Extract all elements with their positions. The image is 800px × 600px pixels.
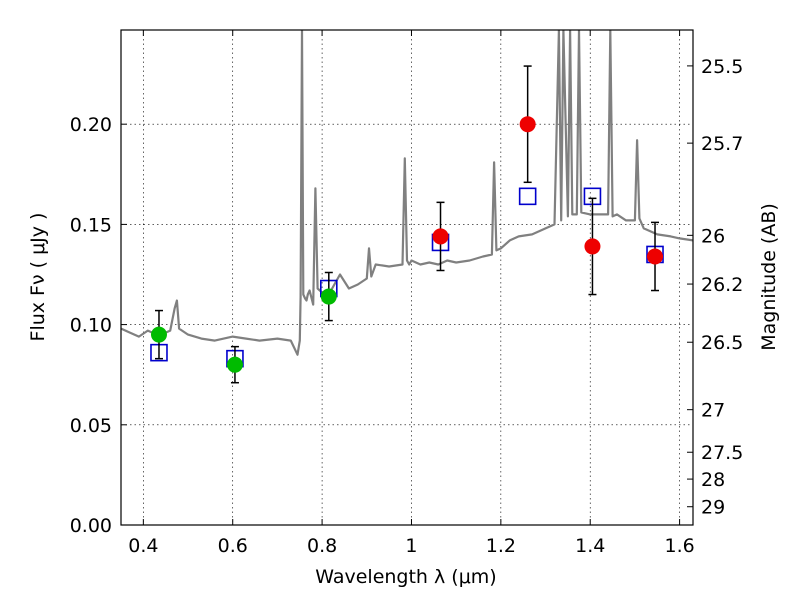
y-tick-label: 0.00 — [70, 515, 112, 537]
x-axis-label: Wavelength λ (μm) — [315, 566, 496, 588]
right-tick-label: 26 — [701, 225, 725, 247]
data-point — [150, 326, 167, 343]
data-point — [584, 238, 601, 255]
right-tick-label: 27 — [701, 400, 725, 422]
ticks: 0.4 0.6 0.8 1 1.2 1.4 1.6 0.00 0.05 0.10 0.15 0.20 2… — [70, 30, 743, 557]
right-tick-label: 28 — [701, 469, 725, 491]
model-photometry-square — [518, 187, 537, 206]
data-point — [647, 248, 664, 265]
right-tick-label: 25.5 — [701, 56, 743, 78]
x-tick-label: 1 — [405, 535, 417, 557]
x-tick-label: 1.4 — [575, 535, 605, 557]
y-axis-label: Flux Fν ( μJy ) — [27, 213, 49, 342]
y-tick-label: 0.15 — [70, 214, 112, 236]
y-tick-label: 0.05 — [70, 415, 112, 437]
spectrum-line — [121, 30, 693, 356]
right-axis-label: Magnitude (AB) — [758, 203, 780, 351]
x-tick-label: 1.2 — [486, 535, 516, 557]
plot-frame — [120, 29, 694, 526]
right-tick-label: 27.5 — [701, 442, 743, 464]
x-tick-label: 0.6 — [218, 535, 248, 557]
y-tick-label: 0.10 — [70, 315, 112, 337]
x-tick-label: 0.8 — [307, 535, 337, 557]
right-tick-label: 26.2 — [701, 274, 743, 296]
right-tick-label: 26.5 — [701, 332, 743, 354]
data-point — [432, 228, 449, 245]
x-tick-label: 0.4 — [128, 535, 158, 557]
right-tick-label: 29 — [701, 497, 725, 519]
x-tick-label: 1.6 — [664, 535, 694, 557]
data-point — [226, 356, 243, 373]
right-tick-label: 25.7 — [701, 133, 743, 155]
plot-area — [121, 30, 693, 384]
data-point — [320, 288, 337, 305]
data-point — [519, 116, 536, 133]
y-tick-label: 0.20 — [70, 114, 112, 136]
grid — [121, 30, 693, 526]
